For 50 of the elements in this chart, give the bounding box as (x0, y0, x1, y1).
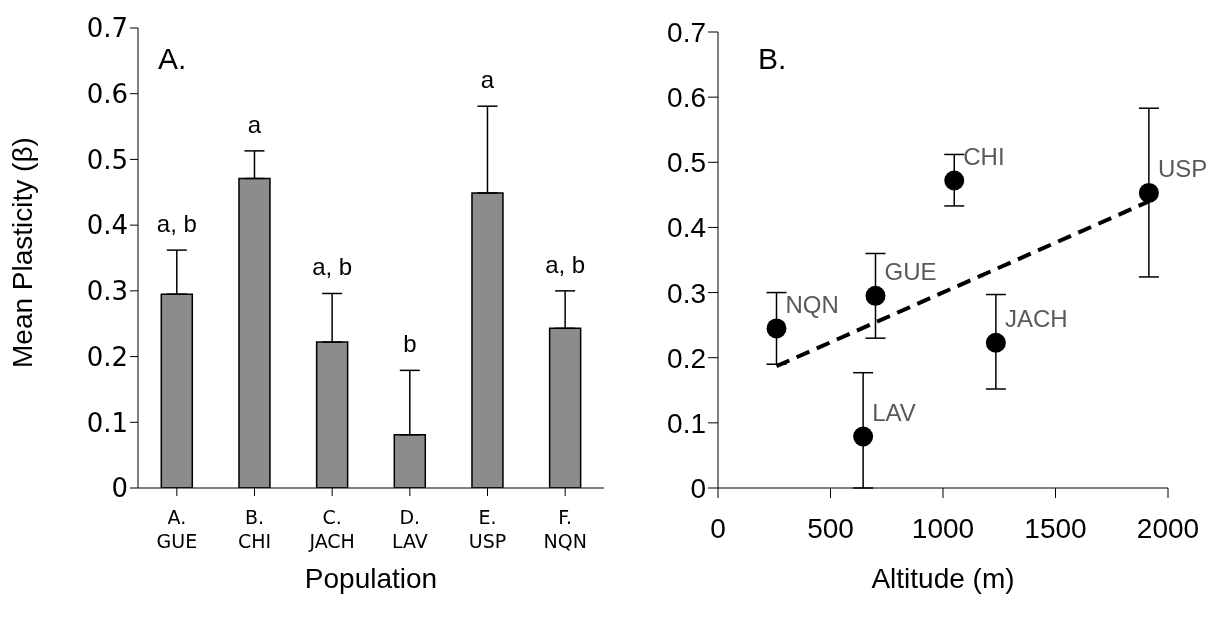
annotation: A. (158, 42, 187, 76)
y-tick-label: 0.1 (86, 407, 128, 438)
y-axis-title: Mean Plasticity (β) (6, 137, 38, 368)
annotation: USP (1157, 155, 1208, 183)
x-tick-label: 1500 (1024, 512, 1087, 544)
y-tick-label: 0.3 (86, 276, 128, 307)
point (985, 332, 1006, 353)
annotation: a, b (545, 250, 586, 278)
x-axis-title: Population (304, 563, 438, 594)
y-tick-label: 0 (111, 473, 128, 504)
x-tick-label: D. LAV (391, 506, 428, 552)
annotation: LAV (872, 399, 916, 427)
y-tick-label: 0.5 (86, 144, 128, 175)
point (865, 285, 886, 306)
y-tick-label: 0.7 (667, 16, 706, 48)
annotation: b (403, 330, 417, 358)
x-tick-label: 1000 (911, 512, 975, 544)
annotation: JACH (1004, 305, 1068, 333)
annotation: a, b (312, 253, 353, 281)
x-tick-label: 2000 (1136, 512, 1200, 544)
annotation: GUE (884, 258, 937, 286)
x-tick-label: 500 (807, 512, 854, 544)
point (944, 170, 965, 191)
y-tick-label: 0 (690, 472, 706, 504)
y-tick-label: 0.6 (667, 82, 706, 114)
x-tick-label: F. NQN (543, 506, 587, 552)
annotation: B. (758, 42, 787, 76)
point (853, 426, 874, 447)
y-tick-label: 0.4 (86, 210, 128, 241)
y-tick-label: 0.1 (667, 407, 706, 439)
y-tick-label: 0.2 (86, 341, 128, 372)
x-tick-label: A. GUE (156, 506, 198, 552)
y-tick-label: 0.5 (667, 147, 706, 179)
x-tick-label: B. CHI (237, 506, 272, 552)
y-tick-label: 0.7 (86, 13, 128, 44)
annotation: a (247, 110, 262, 138)
x-tick-label: 0 (710, 512, 726, 544)
annotation: a (480, 66, 495, 94)
y-tick-label: 0.4 (667, 212, 706, 244)
y-tick-label: 0.3 (667, 277, 706, 309)
y-tick-label: 0.2 (667, 342, 706, 374)
x-tick-label: C. JACH (308, 506, 355, 552)
point (1138, 182, 1159, 203)
annotation: CHI (963, 143, 1005, 171)
annotation: NQN (785, 290, 839, 318)
y-tick-label: 0.6 (86, 78, 128, 109)
x-tick-label: E. USP (468, 506, 507, 552)
x-axis-title: Altitude (m) (871, 563, 1015, 594)
point (766, 318, 787, 339)
annotation: a, b (156, 210, 197, 238)
